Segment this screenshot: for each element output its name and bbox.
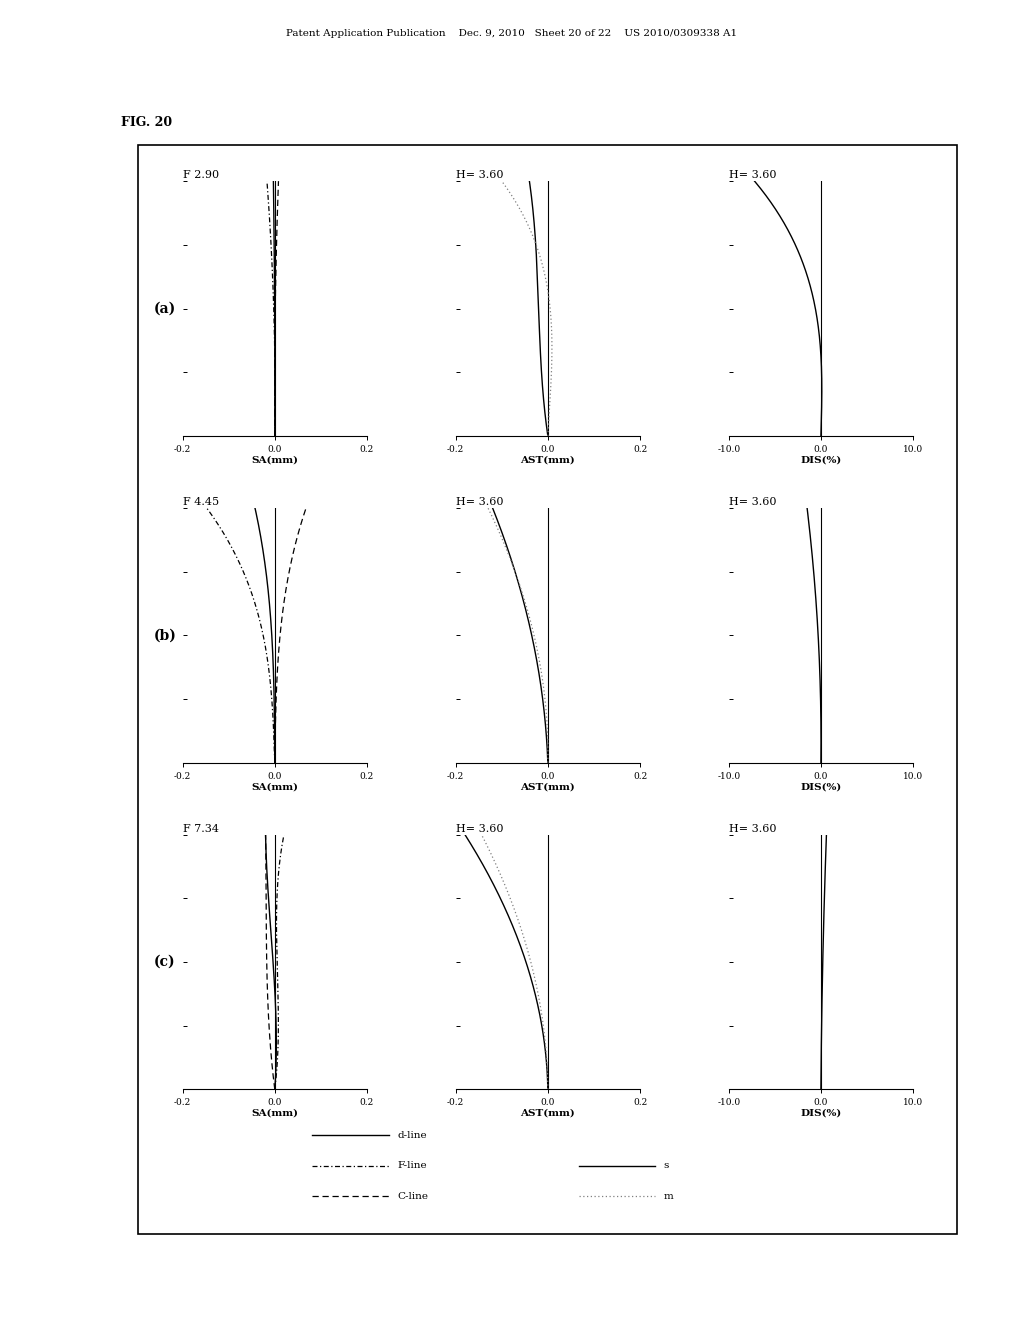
X-axis label: DIS(%): DIS(%) [801,781,842,791]
X-axis label: DIS(%): DIS(%) [801,1109,842,1118]
Text: H= 3.60: H= 3.60 [456,170,503,181]
Text: (c): (c) [154,954,175,969]
X-axis label: SA(mm): SA(mm) [251,455,298,465]
Text: H= 3.60: H= 3.60 [729,498,776,507]
X-axis label: DIS(%): DIS(%) [801,455,842,465]
X-axis label: AST(mm): AST(mm) [520,455,575,465]
Text: F-line: F-line [397,1162,427,1170]
Text: C-line: C-line [397,1192,428,1201]
Text: s: s [664,1162,669,1170]
Text: (b): (b) [154,628,176,643]
Text: F 7.34: F 7.34 [182,824,218,834]
Text: Patent Application Publication    Dec. 9, 2010   Sheet 20 of 22    US 2010/03093: Patent Application Publication Dec. 9, 2… [287,29,737,38]
Text: F 4.45: F 4.45 [182,498,219,507]
X-axis label: AST(mm): AST(mm) [520,781,575,791]
X-axis label: AST(mm): AST(mm) [520,1109,575,1118]
Text: F 2.90: F 2.90 [182,170,219,181]
X-axis label: SA(mm): SA(mm) [251,1109,298,1118]
Text: H= 3.60: H= 3.60 [729,170,776,181]
Text: (a): (a) [154,301,176,315]
Text: H= 3.60: H= 3.60 [729,824,776,834]
Text: H= 3.60: H= 3.60 [456,824,503,834]
Text: H= 3.60: H= 3.60 [456,498,503,507]
X-axis label: SA(mm): SA(mm) [251,781,298,791]
Text: FIG. 20: FIG. 20 [121,116,172,129]
Text: m: m [664,1192,674,1201]
Text: d-line: d-line [397,1131,427,1139]
